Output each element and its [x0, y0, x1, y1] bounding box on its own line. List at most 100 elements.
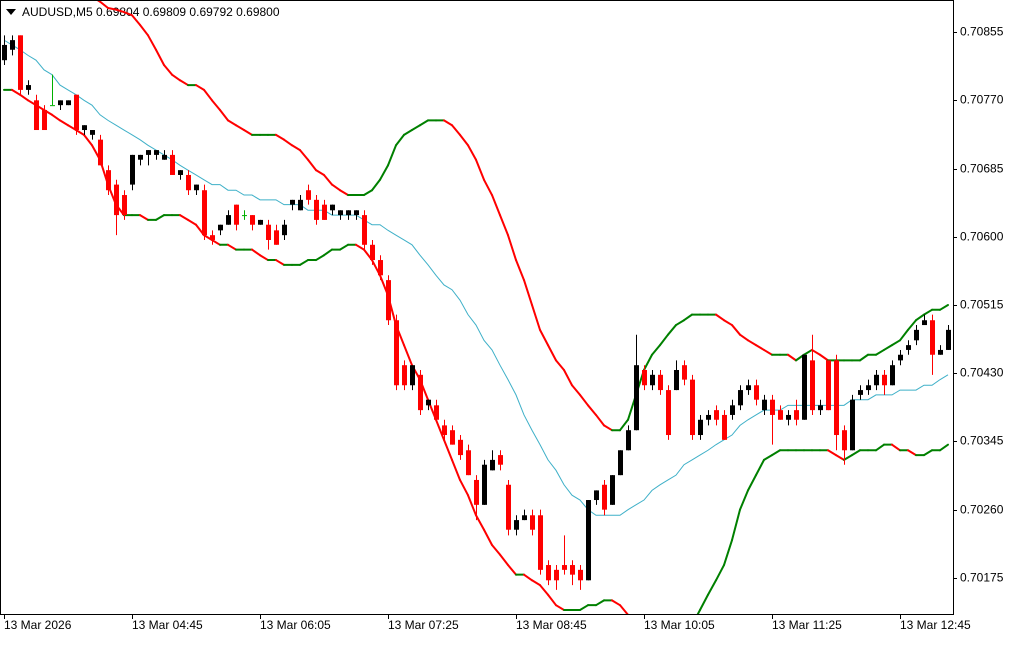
candle-body	[138, 155, 143, 160]
candle-body	[794, 410, 799, 420]
candle-body	[362, 215, 367, 245]
candle-body	[642, 370, 647, 385]
candle-body	[234, 205, 239, 225]
candle-body	[626, 430, 631, 450]
candle-body	[218, 225, 223, 231]
candle-body	[466, 450, 471, 475]
candle-body	[410, 365, 415, 385]
candle-body	[682, 365, 687, 379]
band-lower-segment	[628, 615, 636, 630]
candle-body	[866, 385, 871, 390]
candle-body	[666, 390, 671, 435]
candle-body	[274, 230, 279, 244]
candle-body	[770, 400, 775, 415]
candle-body	[458, 440, 463, 455]
candle-body	[874, 375, 879, 385]
candle-body	[714, 410, 719, 420]
candle-body	[394, 320, 399, 385]
candle-body	[498, 455, 503, 465]
candle-body	[610, 475, 615, 505]
candle-body	[530, 515, 535, 529]
candle-body	[178, 170, 183, 175]
candle-body	[282, 225, 287, 235]
candle-body	[474, 480, 479, 505]
candle-body	[602, 485, 607, 510]
candle-body	[2, 45, 7, 60]
candle-body	[834, 360, 839, 435]
plot-frame	[1, 1, 954, 615]
candle-body	[194, 185, 199, 191]
candle-body	[250, 215, 255, 225]
candle-body	[314, 200, 319, 220]
candle-body	[306, 190, 311, 200]
candle-body	[538, 515, 543, 570]
candle-body	[74, 95, 79, 130]
y-tick-label: 0.70770	[960, 93, 1004, 107]
x-tick-label: 13 Mar 10:05	[644, 618, 715, 632]
band-lower-segment	[636, 630, 644, 640]
candle-body	[482, 465, 487, 505]
candle-body	[618, 450, 623, 475]
candle-body	[450, 430, 455, 444]
candle-body	[826, 360, 831, 410]
candle-body	[66, 100, 71, 105]
candle-body	[818, 405, 823, 410]
x-tick-label: 13 Mar 11:25	[772, 618, 842, 632]
candle-body	[154, 150, 159, 155]
candle-body	[98, 140, 103, 166]
candle-body	[946, 330, 951, 350]
candle-body	[34, 100, 39, 130]
candle-body	[722, 415, 727, 440]
candle-body	[378, 260, 383, 275]
candle-body	[354, 210, 359, 215]
candle-body	[802, 355, 807, 420]
candle-body	[922, 320, 927, 325]
candle-body	[658, 375, 663, 390]
candle-body	[18, 35, 23, 90]
y-tick-label: 0.70175	[960, 571, 1004, 585]
candle-body	[386, 280, 391, 320]
candle-body	[906, 345, 911, 350]
candle-body	[570, 565, 575, 575]
candle-body	[514, 520, 519, 530]
candle-body	[506, 485, 511, 530]
candle-body	[42, 110, 47, 130]
candle-body	[634, 365, 639, 430]
candle-body	[586, 500, 591, 580]
candle-body	[706, 415, 711, 420]
candle-body	[202, 190, 207, 235]
candle-body	[370, 245, 375, 260]
candle-body	[594, 490, 599, 500]
y-tick-label: 0.70855	[960, 25, 1004, 39]
y-tick-label: 0.70345	[960, 434, 1004, 448]
candle-body	[858, 390, 863, 395]
candle-body	[106, 170, 111, 190]
candle-body	[914, 330, 919, 340]
candle-body	[50, 105, 55, 106]
candle-body	[562, 565, 567, 570]
candle-body	[242, 215, 247, 216]
candle-body	[546, 565, 551, 580]
y-tick-label: 0.70515	[960, 298, 1004, 312]
candle-body	[122, 195, 127, 215]
candle-body	[258, 220, 263, 225]
y-tick-label: 0.70430	[960, 366, 1004, 380]
y-tick-label: 0.70260	[960, 503, 1004, 517]
candle-body	[786, 415, 791, 420]
candle-body	[418, 375, 423, 410]
candle-body	[490, 460, 495, 470]
candle-body	[426, 400, 431, 406]
candle-body	[554, 570, 559, 580]
candle-body	[578, 570, 583, 580]
candle-body	[434, 405, 439, 419]
x-tick-label: 13 Mar 08:45	[516, 618, 587, 632]
candle-body	[10, 40, 15, 50]
candle-body	[778, 410, 783, 420]
chart-title: AUDUSD,M5 0.69804 0.69809 0.69792 0.6980…	[22, 5, 280, 19]
candle-body	[402, 365, 407, 385]
candle-body	[338, 210, 343, 215]
candle-body	[730, 405, 735, 415]
x-tick-label: 13 Mar 04:45	[132, 618, 203, 632]
x-tick-label: 13 Mar 12:45	[900, 618, 971, 632]
